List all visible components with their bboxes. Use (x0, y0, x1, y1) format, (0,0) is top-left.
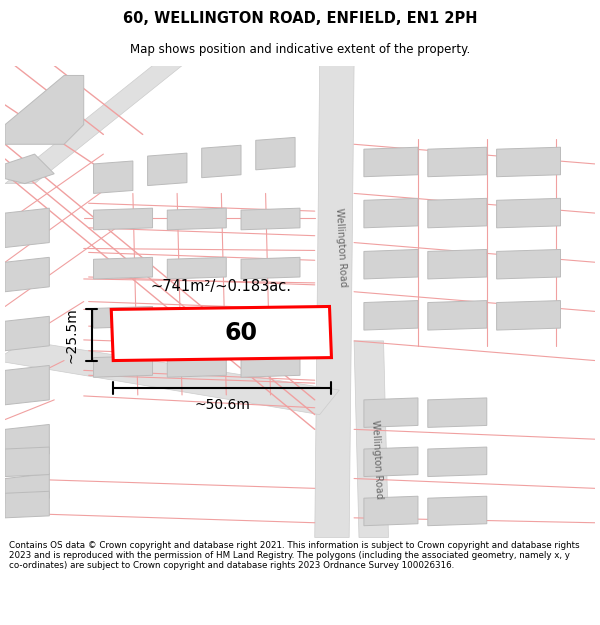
Polygon shape (428, 496, 487, 526)
Polygon shape (364, 249, 418, 279)
Polygon shape (241, 208, 300, 230)
Polygon shape (497, 301, 560, 330)
Polygon shape (148, 153, 187, 186)
Polygon shape (5, 366, 49, 405)
Polygon shape (94, 258, 152, 279)
Polygon shape (497, 148, 560, 177)
Polygon shape (5, 76, 84, 144)
Polygon shape (428, 398, 487, 428)
Text: 60, WELLINGTON ROAD, ENFIELD, EN1 2PH: 60, WELLINGTON ROAD, ENFIELD, EN1 2PH (123, 11, 477, 26)
Polygon shape (241, 306, 300, 328)
Polygon shape (0, 341, 340, 414)
Polygon shape (167, 306, 226, 328)
Polygon shape (428, 447, 487, 476)
Polygon shape (5, 474, 49, 503)
Text: Wellington Road: Wellington Road (370, 419, 384, 499)
Text: ~25.5m: ~25.5m (65, 307, 79, 363)
Polygon shape (5, 66, 182, 184)
Polygon shape (167, 258, 226, 279)
Text: Contains OS data © Crown copyright and database right 2021. This information is : Contains OS data © Crown copyright and d… (9, 541, 580, 571)
Polygon shape (167, 356, 226, 377)
Polygon shape (364, 301, 418, 330)
Polygon shape (354, 341, 388, 538)
Polygon shape (428, 148, 487, 177)
Polygon shape (364, 447, 418, 476)
Polygon shape (94, 306, 152, 328)
Polygon shape (241, 258, 300, 279)
Text: ~50.6m: ~50.6m (194, 398, 250, 412)
Polygon shape (5, 447, 49, 476)
Polygon shape (364, 496, 418, 526)
Polygon shape (315, 66, 354, 538)
Text: Map shows position and indicative extent of the property.: Map shows position and indicative extent… (130, 42, 470, 56)
Polygon shape (111, 306, 331, 361)
Polygon shape (364, 198, 418, 228)
Polygon shape (5, 491, 49, 518)
Polygon shape (5, 424, 49, 459)
Polygon shape (94, 208, 152, 230)
Polygon shape (428, 249, 487, 279)
Polygon shape (497, 249, 560, 279)
Text: Wellington Road: Wellington Road (334, 208, 349, 288)
Polygon shape (167, 208, 226, 230)
Polygon shape (5, 208, 49, 248)
Text: 60: 60 (224, 321, 257, 345)
Polygon shape (94, 356, 152, 377)
Text: ~741m²/~0.183ac.: ~741m²/~0.183ac. (151, 279, 292, 294)
Polygon shape (428, 301, 487, 330)
Polygon shape (364, 148, 418, 177)
Polygon shape (256, 138, 295, 170)
Polygon shape (364, 398, 418, 428)
Polygon shape (428, 198, 487, 228)
Polygon shape (241, 356, 300, 377)
Polygon shape (5, 258, 49, 292)
Polygon shape (5, 154, 54, 184)
Polygon shape (497, 198, 560, 228)
Polygon shape (5, 316, 49, 351)
Polygon shape (94, 161, 133, 193)
Polygon shape (202, 145, 241, 177)
